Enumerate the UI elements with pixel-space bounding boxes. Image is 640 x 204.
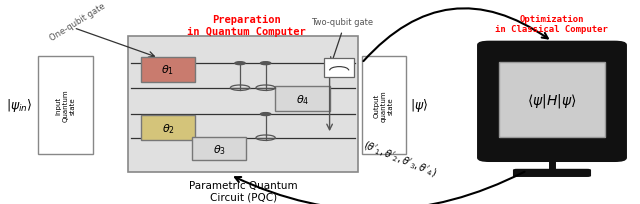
Circle shape — [260, 62, 271, 65]
FancyBboxPatch shape — [192, 137, 246, 161]
FancyBboxPatch shape — [513, 169, 591, 177]
FancyBboxPatch shape — [275, 86, 330, 112]
FancyBboxPatch shape — [324, 59, 354, 78]
Text: $|\psi_{in}\rangle$: $|\psi_{in}\rangle$ — [6, 97, 33, 114]
Text: $(\theta'_1, \theta'_2, \theta'_3, \theta'_4)$: $(\theta'_1, \theta'_2, \theta'_3, \thet… — [361, 138, 439, 180]
Text: $\theta_2$: $\theta_2$ — [161, 121, 175, 135]
Text: Parametric Quantum
Circuit (PQC): Parametric Quantum Circuit (PQC) — [189, 180, 298, 201]
FancyBboxPatch shape — [499, 63, 605, 137]
Circle shape — [260, 113, 271, 116]
Text: $\theta_3$: $\theta_3$ — [212, 142, 226, 156]
FancyBboxPatch shape — [478, 42, 626, 161]
Text: $|\psi\rangle$: $|\psi\rangle$ — [410, 97, 428, 114]
FancyBboxPatch shape — [128, 37, 358, 172]
Text: Two-qubit gate: Two-qubit gate — [311, 18, 374, 27]
FancyBboxPatch shape — [141, 58, 195, 83]
Text: Output
quantum
state: Output quantum state — [374, 90, 394, 121]
Text: $\theta_1$: $\theta_1$ — [161, 63, 175, 77]
Text: Preparation
in Quantum Computer: Preparation in Quantum Computer — [187, 15, 306, 37]
FancyBboxPatch shape — [362, 57, 406, 154]
Text: Optimization
in Classical Computer: Optimization in Classical Computer — [495, 15, 608, 34]
Text: $\theta_4$: $\theta_4$ — [296, 92, 309, 106]
Circle shape — [235, 62, 245, 65]
FancyBboxPatch shape — [38, 57, 93, 154]
Text: One-qubit gate: One-qubit gate — [48, 2, 107, 43]
FancyBboxPatch shape — [141, 115, 195, 141]
Text: $\langle\psi|H|\psi\rangle$: $\langle\psi|H|\psi\rangle$ — [527, 91, 577, 109]
Text: Input
Quantum
state: Input Quantum state — [56, 89, 76, 122]
